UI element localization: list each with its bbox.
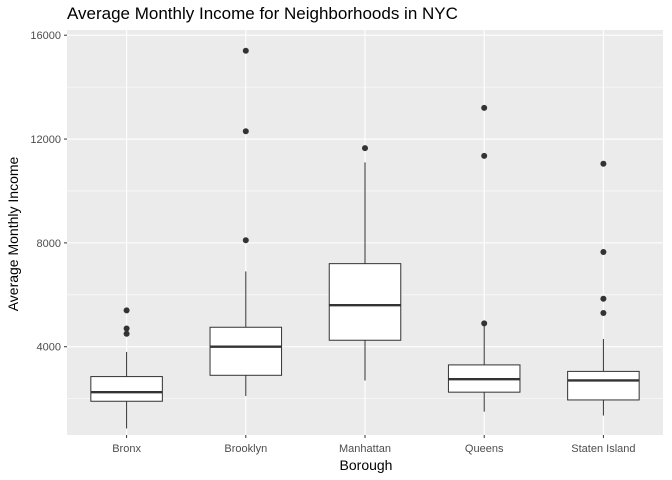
- box-series: [90, 47, 640, 429]
- y-tick-label: 12000: [30, 134, 61, 146]
- outlier-point: [481, 152, 488, 159]
- x-tick-label: Brooklyn: [224, 443, 267, 455]
- x-tick-label: Manhattan: [339, 443, 391, 455]
- x-tick-label: Bronx: [112, 443, 141, 455]
- outlier-point: [123, 330, 130, 337]
- iqr-box: [328, 263, 402, 341]
- outlier-point: [242, 47, 249, 54]
- outlier-point: [481, 104, 488, 111]
- outlier-point: [123, 325, 130, 332]
- outlier-point: [600, 295, 607, 302]
- outlier-point: [242, 128, 249, 135]
- x-tick-label: Staten Island: [571, 443, 635, 455]
- chart-title: Average Monthly Income for Neighborhoods…: [67, 4, 458, 23]
- x-axis-title: Borough: [340, 457, 393, 473]
- outlier-point: [481, 320, 488, 327]
- outlier-point: [600, 160, 607, 167]
- y-tick-label: 4000: [37, 342, 61, 354]
- x-tick-label: Queens: [465, 443, 504, 455]
- outlier-point: [600, 309, 607, 316]
- outlier-point: [123, 307, 130, 314]
- outlier-point: [242, 237, 249, 244]
- iqr-box: [209, 326, 283, 376]
- outlier-point: [600, 248, 607, 255]
- iqr-box: [567, 370, 640, 401]
- axes: 4000 8000 12000 16000 Bronx Brooklyn Manhattan…: [30, 30, 635, 455]
- iqr-box: [90, 376, 163, 402]
- y-tick-label: 16000: [30, 30, 61, 42]
- outlier-point: [362, 145, 368, 152]
- y-tick-label: 8000: [37, 238, 61, 250]
- y-axis-title: Average Monthly Income: [5, 156, 21, 311]
